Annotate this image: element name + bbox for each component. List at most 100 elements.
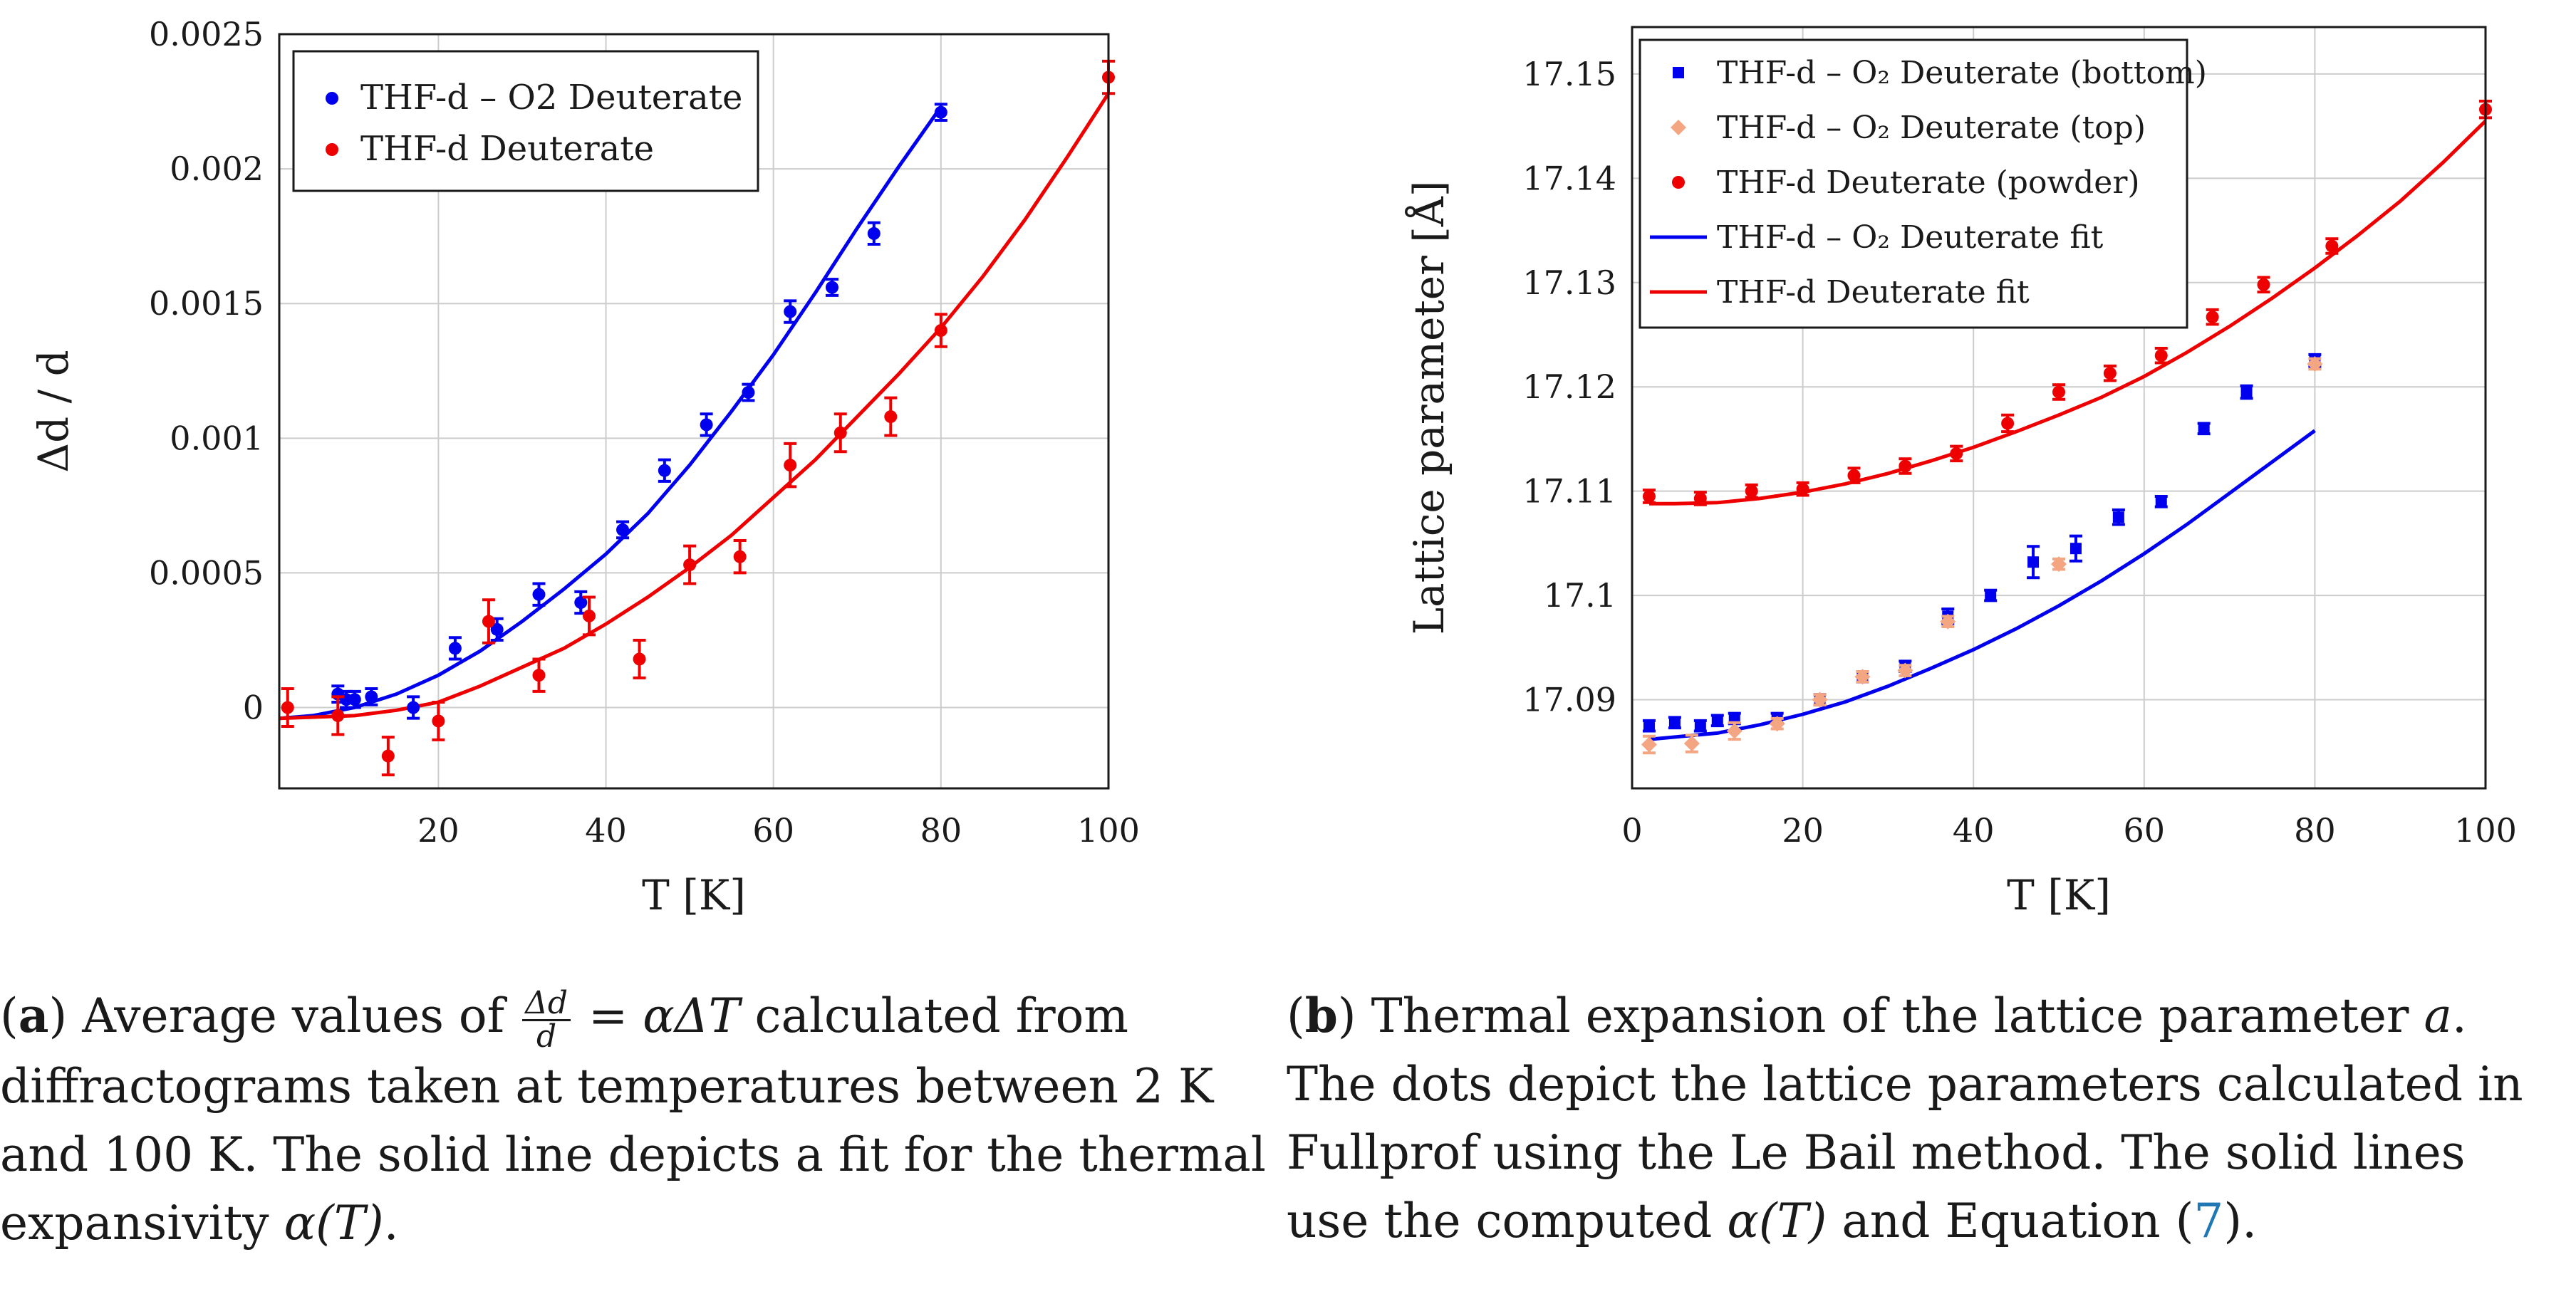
data-point-series-1 [2112, 511, 2124, 523]
data-point-series-3 [1693, 491, 1707, 505]
x-axis-title: T [K] [2007, 871, 2111, 919]
y-tick-label: 17.11 [1522, 472, 1616, 511]
data-point-series-1 [616, 523, 630, 536]
y-tick-label: 0.001 [170, 419, 264, 457]
data-point-series-3 [1847, 469, 1861, 482]
caption-a-end: . [383, 1195, 399, 1251]
x-tick-label: 80 [2294, 811, 2336, 850]
chart-b: 0 20 40 60 80 100 17.09 17.1 17.11 17.12 17.13 17.1… [1405, 26, 2517, 919]
data-point-series-3 [2001, 417, 2015, 430]
data-point-series-1 [2240, 386, 2253, 398]
data-point-series-1 [365, 690, 378, 704]
x-tick-label: 60 [2124, 811, 2166, 850]
x-tick-label: 100 [2454, 811, 2517, 850]
data-point-series-1 [1694, 720, 1706, 732]
y-tick-label: 17.09 [1522, 681, 1616, 719]
data-point-series-2 [331, 709, 345, 722]
caption-a-equation: = αΔT [588, 988, 740, 1043]
data-point-series-1 [784, 305, 797, 318]
data-point-series-2 [833, 426, 847, 439]
data-point-series-3 [2103, 367, 2117, 380]
data-point-series-2 [633, 652, 646, 666]
caption-a: (a) Average values of Δd d = αΔT calculat… [0, 984, 1266, 1251]
data-point-series-1 [490, 622, 504, 636]
legend-label: THF-d – O₂ Deuterate (bottom) [1717, 55, 2207, 91]
caption-a-frac-num: Δd [522, 987, 571, 1021]
data-point-series-2 [784, 459, 797, 472]
data-point-series-3 [1642, 489, 1656, 503]
data-point-series-2 [432, 714, 445, 728]
x-axis-title: T [K] [642, 871, 746, 919]
legend-label: THF-d Deuterate (powder) [1717, 165, 2140, 201]
data-point-series-1 [1668, 716, 1681, 729]
legend-label: THF-d – O2 Deuterate [360, 78, 742, 118]
data-point-series-1 [826, 281, 838, 294]
data-point-series-2 [381, 749, 395, 763]
plot-frame [1631, 26, 2487, 790]
data-point-series-3 [2325, 239, 2339, 253]
legend-label: THF-d – O₂ Deuterate (top) [1717, 110, 2146, 146]
data-point-series-2 [1726, 723, 1743, 739]
caption-a-label: a [18, 988, 49, 1043]
data-point-series-3 [2154, 349, 2168, 362]
x-tick-label: 80 [920, 811, 962, 850]
x-tick-label: 100 [1077, 811, 1140, 850]
caption-b-text-2: . The dots depict the lattice parameters… [1287, 988, 2523, 1248]
data-point-series-1 [742, 386, 755, 400]
fit-curve-2 [1649, 120, 2487, 506]
data-point-series-2 [1683, 736, 1700, 752]
y-tick-label: 0.002 [170, 150, 264, 188]
data-point-series-2 [733, 550, 747, 563]
data-point-series-2 [2051, 556, 2067, 573]
data-point-series-2 [2307, 355, 2323, 372]
data-point-series-1 [407, 701, 420, 714]
data-point-series-2 [1812, 692, 1828, 708]
data-point-series-2 [1769, 716, 1785, 732]
data-point-series-3 [2257, 278, 2270, 291]
data-point-series-3 [2206, 310, 2219, 324]
y-axis-title: Δd / d [29, 350, 78, 473]
data-point-series-1 [1643, 720, 1655, 732]
y-tick-label: 17.1 [1544, 576, 1616, 615]
legend-label: THF-d – O₂ Deuterate fit [1717, 219, 2104, 256]
caption-a-frac-den: d [536, 1018, 557, 1055]
fit-curve-2 [279, 92, 1111, 721]
data-point-series-1 [348, 693, 361, 706]
data-point-series-1 [2069, 543, 2082, 555]
caption-b-equation-ref[interactable]: 7 [2193, 1194, 2224, 1248]
data-point-series-1 [2198, 422, 2210, 434]
legend-box [1638, 38, 2188, 329]
y-tick-label: 0.0005 [149, 553, 264, 592]
x-tick-label: 60 [752, 811, 794, 850]
caption-b-alpha: α(T) [1727, 1194, 1827, 1248]
data-point-series-2 [482, 615, 495, 628]
fit-curve-1 [1648, 429, 2316, 741]
data-point-series-2 [1641, 736, 1657, 753]
legend-marker [1672, 176, 1685, 189]
data-point-series-3 [1899, 459, 1912, 473]
chart-a: 20 40 60 80 100 0 0.0005 0.001 0.0015 0.002 0.0025… [29, 15, 1140, 919]
y-tick-label: 0.0025 [149, 15, 264, 53]
y-axis-title: Lattice parameter [Å] [1405, 181, 1453, 635]
y-tick-label: 17.15 [1522, 55, 1616, 93]
data-point-series-2 [532, 669, 546, 682]
y-tick-label: 17.14 [1522, 159, 1616, 197]
x-tick-label: 40 [1953, 811, 1995, 850]
y-tick-label: 17.12 [1522, 367, 1616, 406]
data-point-series-3 [2052, 385, 2065, 399]
fit-curve-1 [279, 105, 942, 721]
caption-a-text-2: calculated from diffractograms taken at … [0, 988, 1266, 1251]
x-tick-label: 40 [585, 811, 627, 850]
data-point-series-3 [1950, 447, 1963, 460]
legend-marker [1673, 67, 1684, 78]
data-point-series-1 [658, 464, 671, 477]
y-tick-label: 0 [243, 689, 264, 727]
caption-b-text-1: Thermal expansion of the lattice paramet… [1371, 988, 2409, 1043]
data-point-series-2 [281, 701, 294, 714]
legend-marker [1671, 120, 1686, 135]
data-point-series-2 [1940, 613, 1956, 630]
legend-marker [326, 92, 338, 105]
data-point-series-1 [574, 596, 588, 610]
data-point-series-1 [448, 642, 462, 655]
data-point-series-1 [934, 105, 947, 119]
